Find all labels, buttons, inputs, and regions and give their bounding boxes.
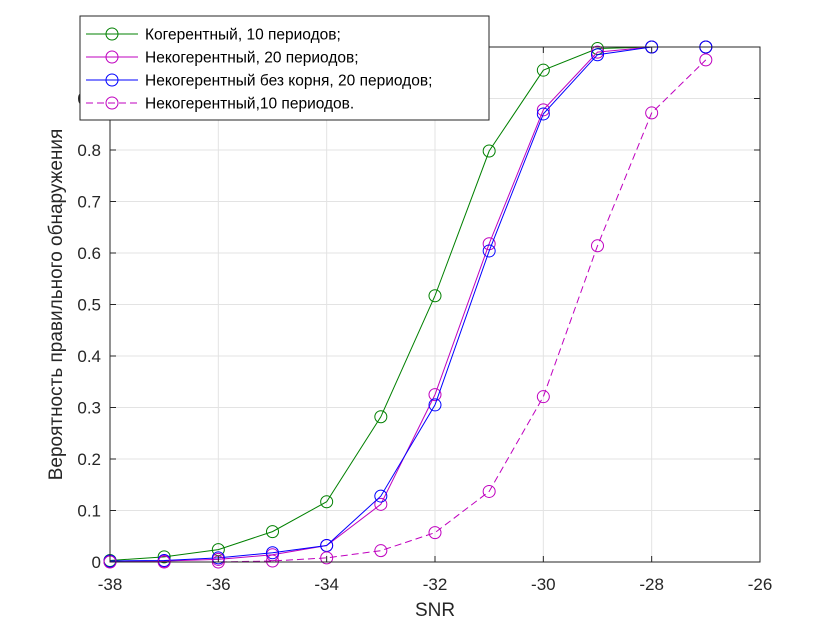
y-tick-label: 0.5 xyxy=(77,296,101,315)
data-point xyxy=(374,489,388,503)
x-tick-label: -26 xyxy=(748,575,773,594)
y-tick-label: 0.6 xyxy=(77,244,101,263)
data-point xyxy=(428,526,442,540)
legend-item: Некогерентный,10 периодов. xyxy=(86,96,354,113)
data-point xyxy=(482,144,496,158)
series-line xyxy=(109,46,706,562)
data-point xyxy=(320,551,334,565)
y-tick-label: 0.3 xyxy=(77,399,101,418)
data-point xyxy=(482,484,496,498)
data-point xyxy=(428,289,442,303)
data-point xyxy=(536,107,550,121)
data-point xyxy=(536,63,550,77)
data-point xyxy=(157,550,171,564)
y-tick-label: 0.7 xyxy=(77,193,101,212)
legend-item: Когерентный, 10 периодов; xyxy=(86,27,341,44)
legend-label: Некогерентный,10 периодов. xyxy=(145,96,354,113)
legend-swatch-marker xyxy=(105,96,119,110)
legend-label: Некогерентный, 20 периодов; xyxy=(145,50,359,67)
series-line xyxy=(109,46,706,561)
y-tick-label: 0.4 xyxy=(77,347,101,366)
x-tick-label: -32 xyxy=(423,575,448,594)
legend-swatch-marker xyxy=(105,50,119,64)
legend-swatch-marker xyxy=(105,27,119,41)
data-point xyxy=(536,103,550,117)
y-axis-label: Вероятность правильного обнаружения xyxy=(46,129,67,481)
y-tick-label: 0.1 xyxy=(77,502,101,521)
x-tick-label: -36 xyxy=(206,575,231,594)
data-point xyxy=(428,388,442,402)
x-tick-label: -38 xyxy=(98,575,123,594)
data-point xyxy=(591,239,604,253)
data-point xyxy=(266,546,279,560)
legend: Когерентный, 10 периодов; Некогерентный, … xyxy=(79,15,490,121)
data-point xyxy=(374,544,388,558)
data-point xyxy=(428,398,442,412)
legend-box xyxy=(79,15,490,121)
data-point xyxy=(266,554,279,568)
data-point xyxy=(320,495,334,509)
data-point xyxy=(374,410,388,424)
y-tick-label: 0.2 xyxy=(77,450,101,469)
data-point xyxy=(699,53,713,67)
y-tick-label: 0 xyxy=(92,553,101,572)
legend-item: Некогерентный без корня, 20 периодов; xyxy=(86,73,432,90)
data-point xyxy=(645,106,659,120)
legend-swatch-marker xyxy=(105,73,119,87)
legend-label: Некогерентный без корня, 20 периодов; xyxy=(145,73,432,90)
data-point xyxy=(211,551,225,565)
data-point xyxy=(482,244,496,258)
x-tick-label: -34 xyxy=(314,575,339,594)
legend-item: Некогерентный, 20 периодов; xyxy=(86,50,359,67)
data-point xyxy=(374,497,388,511)
data-point xyxy=(591,45,604,59)
x-axis-label: SNR xyxy=(415,600,455,621)
data-point xyxy=(591,48,604,62)
y-tick-label: 0.8 xyxy=(77,141,101,160)
x-tick-label: -30 xyxy=(531,575,556,594)
data-point xyxy=(536,390,550,404)
legend-label: Когерентный, 10 периодов; xyxy=(145,27,341,44)
series-line xyxy=(109,46,706,562)
x-tick-label: -28 xyxy=(639,575,664,594)
data-point xyxy=(266,525,279,539)
